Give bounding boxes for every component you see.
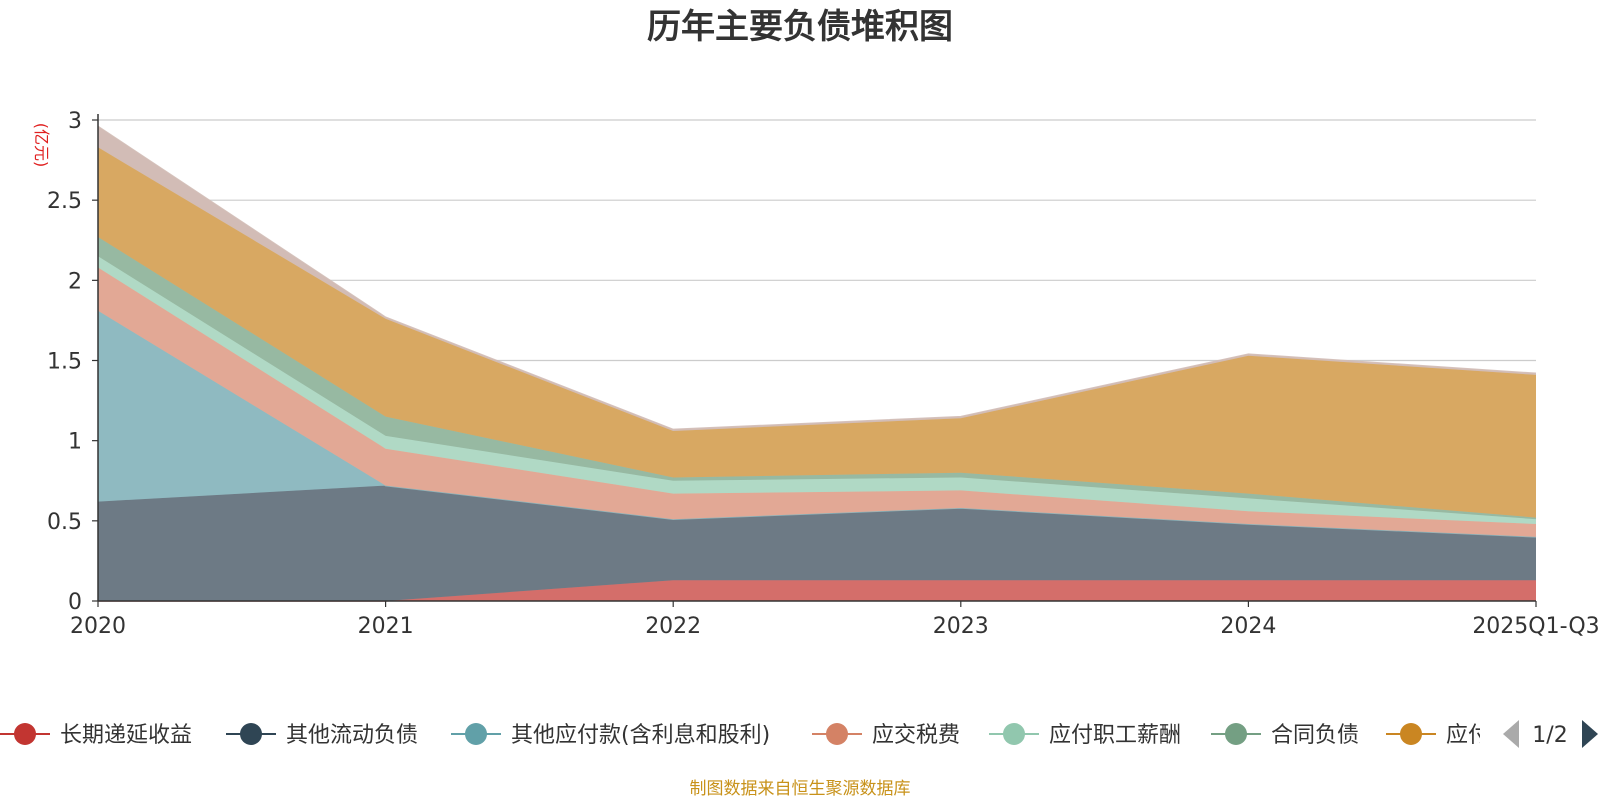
x-tick-label: 2020 — [70, 614, 126, 639]
legend-dot-icon — [240, 723, 262, 745]
x-tick-label: 2022 — [645, 614, 701, 639]
x-tick-label: 2023 — [933, 614, 989, 639]
data-source-note: 制图数据来自恒生聚源数据库 — [690, 779, 911, 799]
legend-label: 应付账款 — [1446, 723, 1534, 748]
area-series-0 — [98, 580, 1536, 601]
legend-dot-icon — [14, 723, 36, 745]
legend-label: 应交税费 — [872, 723, 960, 748]
legend-next-icon[interactable] — [1582, 720, 1598, 748]
area-series-3 — [98, 267, 1536, 537]
legend-dot-icon — [826, 723, 848, 745]
legend-item[interactable]: 应付职工薪酬 — [989, 723, 1181, 748]
y-axis-unit: (亿元) — [32, 123, 51, 168]
legend: 长期递延收益 其他流动负债 其他应付款(含利息和股利) 应交税费 应付职工薪酬 合同负债 应… — [0, 723, 1534, 748]
legend-label: 长期递延收益 — [60, 723, 192, 748]
legend-label: 其他应付款(含利息和股利) — [511, 723, 770, 748]
legend-dot-icon — [1003, 723, 1025, 745]
legend-item[interactable]: 长期递延收益 — [0, 723, 192, 748]
legend-label: 应付职工薪酬 — [1049, 723, 1181, 748]
legend-label: 其他流动负债 — [286, 723, 418, 748]
line-series-7 — [97, 125, 1537, 431]
y-tick-label: 1.5 — [47, 350, 82, 375]
legend-pager: 1/2 — [1503, 720, 1598, 748]
y-tick-label: 2 — [68, 269, 82, 294]
stacked-areas — [97, 125, 1537, 602]
y-tick-label: 0.5 — [47, 510, 82, 535]
area-series-1 — [98, 485, 1536, 601]
legend-item[interactable]: 其他流动负债 — [226, 723, 418, 748]
y-tick-label: 2.5 — [47, 189, 82, 214]
legend-page-indicator: 1/2 — [1532, 723, 1567, 748]
chart-title: 历年主要负债堆积图 — [647, 7, 953, 47]
legend-item[interactable]: 应交税费 — [812, 723, 960, 748]
y-tick-label: 0 — [68, 590, 82, 615]
y-tick-label: 3 — [68, 109, 82, 134]
legend-item[interactable]: 其他应付款(含利息和股利) — [451, 723, 770, 748]
legend-label: 合同负债 — [1271, 723, 1359, 748]
axes: 0 0.5 1 1.5 2 2.5 3 2020 2021 2022 2023 2024 2025Q1-… — [47, 109, 1600, 639]
x-tick-label: 2024 — [1220, 614, 1276, 639]
legend-prev-icon[interactable] — [1503, 720, 1519, 748]
legend-dot-icon — [1225, 723, 1247, 745]
legend-dot-icon — [465, 723, 487, 745]
y-tick-label: 1 — [68, 430, 82, 455]
legend-item[interactable]: 合同负债 — [1211, 723, 1359, 748]
legend-dot-icon — [1400, 723, 1422, 745]
legend-item[interactable]: 应付账款 — [1386, 723, 1534, 748]
area-series-6 — [98, 147, 1536, 518]
x-tick-label: 2025Q1-Q3 — [1472, 614, 1599, 639]
x-tick-label: 2021 — [358, 614, 414, 639]
area-series-4 — [98, 256, 1536, 524]
